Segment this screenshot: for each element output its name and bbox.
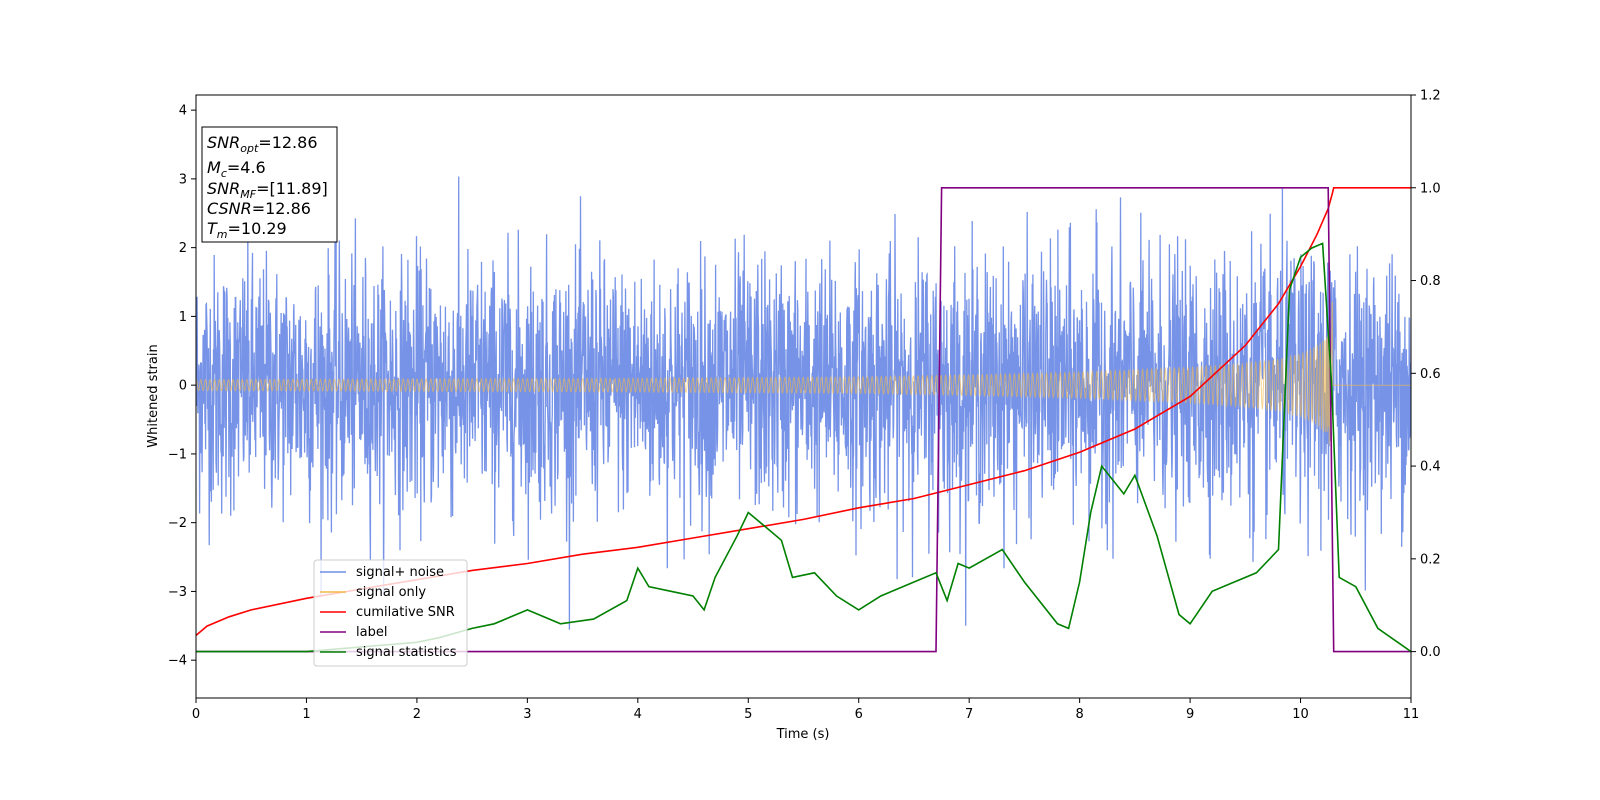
y-right-tick-label: 0.4	[1420, 460, 1441, 475]
signal-statistics-series	[196, 242, 1411, 653]
x-tick-label: 2	[413, 707, 421, 722]
y-left-tick-label: 3	[179, 172, 187, 187]
y-left-tick-label: −1	[168, 447, 187, 462]
x-tick-label: 6	[855, 707, 863, 722]
y-left-tick-label: −4	[168, 654, 187, 669]
y-right-tick-label: 0.8	[1420, 274, 1441, 289]
info-mc: Mc=4.6	[207, 158, 266, 180]
x-tick-label: 7	[965, 707, 973, 722]
x-tick-label: 0	[192, 707, 200, 722]
x-tick-label: 1	[302, 707, 310, 722]
legend: signal+ noise signal only cumilative SNR…	[313, 559, 468, 667]
info-snr-opt: SNRopt=12.86	[207, 133, 318, 155]
y-left-tick-label: 2	[179, 241, 187, 256]
y-right-tick-label: 1.0	[1420, 181, 1441, 196]
legend-label-signal-statistics: signal statistics	[356, 645, 457, 660]
y-left-tick-label: 4	[179, 104, 187, 119]
x-tick-label: 10	[1292, 707, 1309, 722]
signal-plus-noise-series	[196, 176, 1411, 630]
y-axis-left-label: Whitened strain	[146, 344, 161, 447]
axes-frame	[195, 94, 1412, 699]
y-left-tick-label: −2	[168, 516, 187, 531]
legend-frame	[313, 559, 468, 667]
label-series	[196, 187, 1411, 653]
x-axis-ticks: 0 1 2 3 4 5 6 7 8 9 10 11	[192, 698, 1419, 722]
x-tick-label: 4	[634, 707, 642, 722]
x-tick-label: 11	[1403, 707, 1420, 722]
legend-label-label: label	[356, 625, 387, 640]
x-tick-label: 9	[1186, 707, 1194, 722]
y-left-tick-label: 1	[179, 310, 187, 325]
x-axis-label: Time (s)	[776, 727, 830, 742]
info-box: SNRopt=12.86 Mc=4.6 SNRMF=[11.89] CSNR=1…	[201, 126, 338, 243]
info-snr-mf: SNRMF=[11.89]	[207, 179, 328, 201]
info-box-frame	[201, 126, 338, 243]
info-tm: Tm=10.29	[207, 219, 287, 241]
legend-label-signal-only: signal only	[356, 585, 426, 600]
info-csnr: CSNR=12.86	[207, 199, 311, 218]
y-left-tick-label: 0	[179, 379, 187, 394]
y-left-tick-label: −3	[168, 585, 187, 600]
legend-label-signal-plus-noise: signal+ noise	[356, 565, 444, 580]
y-right-tick-label: 1.2	[1420, 89, 1441, 104]
x-tick-label: 3	[523, 707, 531, 722]
y-axis-left-ticks: 4 3 2 1 0 −1 −2 −3 −4	[168, 104, 196, 669]
y-right-tick-label: 0.0	[1420, 645, 1441, 660]
x-tick-label: 5	[744, 707, 752, 722]
y-right-tick-label: 0.2	[1420, 552, 1441, 567]
x-tick-label: 8	[1075, 707, 1083, 722]
legend-label-cumulative-snr: cumilative SNR	[356, 605, 455, 620]
y-axis-right-ticks: 1.2 1.0 0.8 0.6 0.4 0.2 0.0	[1411, 89, 1441, 660]
signal-only-series	[196, 301, 1411, 445]
y-right-tick-label: 0.6	[1420, 367, 1441, 382]
